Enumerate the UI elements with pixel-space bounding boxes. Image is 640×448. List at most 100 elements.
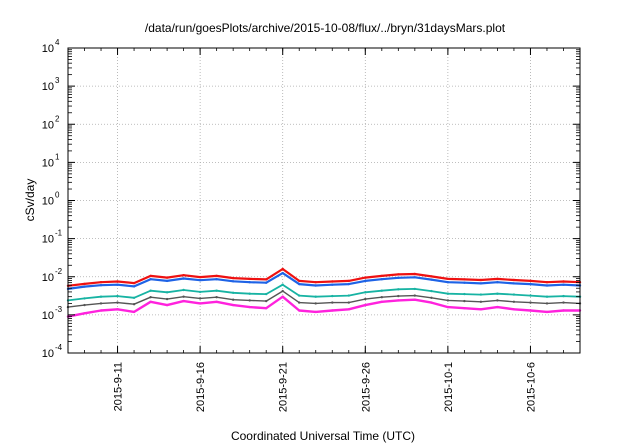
data-point xyxy=(529,294,532,297)
data-point xyxy=(380,300,383,303)
data-point xyxy=(232,276,235,280)
data-point xyxy=(248,305,251,309)
data-point xyxy=(198,302,202,305)
data-point xyxy=(364,303,367,307)
data-point xyxy=(479,300,483,303)
data-point xyxy=(116,301,119,304)
data-point xyxy=(463,278,466,281)
data-point xyxy=(165,276,169,279)
data-point xyxy=(364,279,367,283)
data-point xyxy=(331,283,334,286)
data-point xyxy=(116,280,119,283)
data-point xyxy=(99,284,103,287)
data-point xyxy=(364,291,367,294)
data-point xyxy=(397,294,400,298)
data-point xyxy=(265,299,268,303)
data-point xyxy=(430,275,433,278)
data-point xyxy=(529,279,532,283)
data-point xyxy=(149,274,152,278)
data-point xyxy=(430,296,433,299)
data-point xyxy=(281,267,284,271)
data-point xyxy=(545,284,549,287)
data-point xyxy=(198,279,202,282)
data-point xyxy=(149,289,152,292)
data-point xyxy=(298,309,301,312)
data-point xyxy=(248,292,251,295)
y-tick-label: 10 xyxy=(42,43,54,55)
y-tick-exponent: 1 xyxy=(55,152,60,161)
data-point xyxy=(397,273,400,276)
series-layer xyxy=(66,267,582,318)
data-point xyxy=(83,303,86,307)
y-tick-exponent: -1 xyxy=(55,229,63,238)
y-tick-exponent: 4 xyxy=(55,38,60,47)
data-point xyxy=(132,310,136,314)
data-point xyxy=(479,282,483,285)
data-point xyxy=(99,302,103,305)
series-line xyxy=(67,295,580,318)
data-point xyxy=(132,281,136,285)
data-point xyxy=(182,295,185,298)
data-point xyxy=(248,299,251,302)
data-point xyxy=(116,283,119,286)
data-point xyxy=(397,288,400,291)
data-point xyxy=(165,279,169,283)
data-point xyxy=(463,292,466,296)
data-point xyxy=(479,308,483,311)
data-point xyxy=(446,305,450,309)
data-point xyxy=(562,309,565,312)
data-point xyxy=(314,295,317,298)
data-point xyxy=(397,276,400,279)
data-point xyxy=(232,280,235,283)
data-point xyxy=(149,278,152,281)
data-point xyxy=(529,282,532,286)
x-tick-label: 2015-9-21 xyxy=(278,362,290,412)
data-point xyxy=(562,294,565,298)
data-point xyxy=(331,309,334,312)
data-point xyxy=(232,291,235,294)
data-point xyxy=(545,302,549,305)
data-point xyxy=(562,280,565,283)
data-point xyxy=(496,277,499,281)
series-line xyxy=(67,283,581,302)
data-point xyxy=(446,277,450,281)
data-point xyxy=(182,277,185,280)
y-tick-label: 10 xyxy=(42,348,54,360)
data-point xyxy=(165,291,169,294)
data-point xyxy=(314,281,317,284)
data-point xyxy=(281,283,284,286)
data-point xyxy=(463,299,466,303)
data-point xyxy=(99,295,103,298)
data-point xyxy=(99,281,103,284)
data-point xyxy=(331,294,334,298)
data-point xyxy=(182,299,185,303)
data-point xyxy=(430,289,433,293)
data-point xyxy=(132,285,136,288)
data-point xyxy=(116,308,119,311)
data-point xyxy=(149,300,152,303)
data-point xyxy=(512,282,516,285)
grid xyxy=(68,48,580,353)
data-point xyxy=(413,272,416,276)
data-point xyxy=(198,290,202,294)
x-tick-label: 2015-9-26 xyxy=(360,362,372,412)
y-tick-label: 10 xyxy=(42,81,54,93)
data-point xyxy=(215,289,218,292)
data-point xyxy=(198,275,202,279)
data-point xyxy=(281,295,284,298)
data-point xyxy=(265,281,268,284)
data-point xyxy=(132,303,136,306)
data-point xyxy=(116,294,119,298)
y-tick-exponent: 0 xyxy=(55,191,60,200)
data-point xyxy=(83,282,86,286)
data-point xyxy=(347,282,350,286)
data-point xyxy=(347,294,350,297)
data-point xyxy=(265,278,268,281)
data-point xyxy=(198,297,202,300)
data-point xyxy=(446,299,450,302)
data-point xyxy=(512,308,516,311)
data-point xyxy=(314,310,317,314)
data-point xyxy=(512,300,516,303)
data-point xyxy=(496,292,499,295)
